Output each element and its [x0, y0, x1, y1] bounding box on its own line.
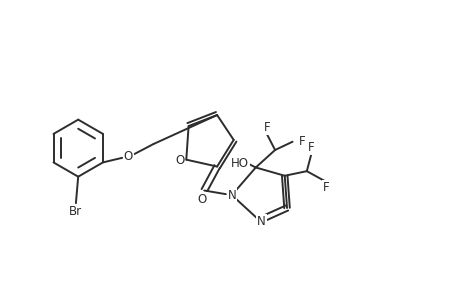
- Text: O: O: [197, 193, 207, 206]
- Text: F: F: [263, 121, 269, 134]
- Text: N: N: [256, 215, 265, 228]
- Text: N: N: [227, 189, 236, 202]
- Text: F: F: [298, 135, 305, 148]
- Text: O: O: [175, 154, 184, 167]
- Text: F: F: [308, 141, 314, 154]
- Text: O: O: [123, 150, 133, 164]
- Text: Br: Br: [69, 205, 82, 218]
- Text: F: F: [322, 181, 329, 194]
- Text: HO: HO: [230, 157, 249, 170]
